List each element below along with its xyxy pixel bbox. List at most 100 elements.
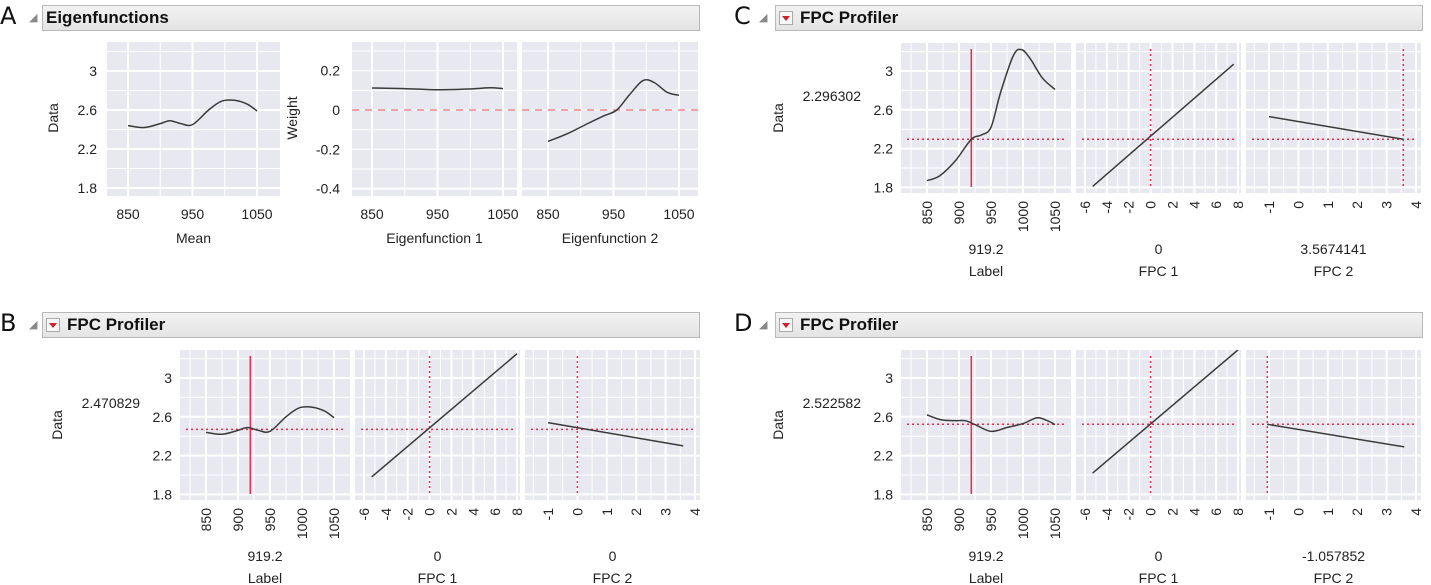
x-tick-label: 8 bbox=[1230, 201, 1246, 209]
mean-plot: 850 950 1050 Mean bbox=[107, 42, 280, 246]
x-tick-label: 2 bbox=[628, 508, 644, 516]
y-tick-label: 1.8 bbox=[153, 486, 173, 502]
profiler-d-fpc-2-plot: -1 0 1 2 3 4 -1.057852 FPC 2 bbox=[1246, 350, 1424, 585]
plot-background bbox=[522, 42, 698, 196]
fpc-profiler-header-c[interactable]: FPC Profiler bbox=[775, 5, 1423, 31]
current-setting-value: -1.057852 bbox=[1302, 548, 1365, 564]
x-tick-label: 8 bbox=[1230, 508, 1246, 516]
header-title: FPC Profiler bbox=[67, 315, 166, 334]
x-tick-label: 850 bbox=[919, 201, 935, 225]
profiler-c-fpc-2-plot: -1 0 1 2 3 4 3.5674141 FPC 2 bbox=[1246, 43, 1424, 279]
x-tick-label: -6 bbox=[1077, 201, 1093, 214]
y-axis-title: Weight bbox=[284, 96, 300, 139]
y-tick-label: 3 bbox=[89, 63, 97, 79]
x-axis-title: Eigenfunction 1 bbox=[386, 230, 483, 246]
x-tick-label: 1050 bbox=[663, 206, 694, 222]
x-tick-label: 3 bbox=[658, 508, 674, 516]
panel-letter-a: A bbox=[0, 2, 17, 30]
x-tick-label: 950 bbox=[983, 201, 999, 225]
current-setting-value: 0 bbox=[434, 548, 442, 564]
profiler-b-label-plot: 850 900 950 1000 1050 919.2 Label bbox=[180, 350, 350, 585]
x-tick-label: 0 bbox=[422, 508, 438, 516]
series-line bbox=[205, 406, 335, 436]
x-tick-label: -4 bbox=[1099, 508, 1115, 521]
x-tick-label: 900 bbox=[230, 508, 246, 532]
y-tick-label: 2.2 bbox=[874, 448, 894, 464]
x-tick-label: 1050 bbox=[487, 206, 518, 222]
plot-area bbox=[907, 356, 1065, 494]
disclosure-triangle-icon[interactable]: ◢ bbox=[29, 319, 38, 331]
red-triangle-menu-icon[interactable] bbox=[46, 318, 60, 332]
current-response-value: 2.522582 bbox=[803, 395, 862, 411]
fpc-profiler-header-d[interactable]: FPC Profiler bbox=[775, 312, 1423, 338]
header-title: Eigenfunctions bbox=[46, 8, 169, 27]
panel-letter-c: C bbox=[734, 2, 751, 30]
plot-area bbox=[361, 353, 518, 494]
x-tick-label: 2 bbox=[1164, 201, 1180, 209]
y-axis-title: Data bbox=[49, 410, 65, 440]
y-tick-label: 2.6 bbox=[874, 102, 894, 118]
x-tick-label: 4 bbox=[1186, 508, 1202, 516]
x-axis-title: FPC 2 bbox=[593, 570, 633, 585]
x-tick-label: -4 bbox=[1099, 201, 1115, 214]
x-tick-label: 3 bbox=[1379, 508, 1395, 516]
x-tick-label: 900 bbox=[951, 508, 967, 532]
x-tick-label: 850 bbox=[198, 508, 214, 532]
x-axis-title: Label bbox=[969, 263, 1003, 279]
y-tick-label: 3 bbox=[164, 370, 172, 386]
x-tick-label: 6 bbox=[1208, 508, 1224, 516]
series-line bbox=[547, 421, 684, 447]
series-line bbox=[547, 78, 680, 143]
x-tick-label: -2 bbox=[1121, 201, 1137, 214]
x-tick-label: 1050 bbox=[326, 508, 342, 539]
profiler-d-label-plot: 850 900 950 1000 1050 919.2 Label bbox=[901, 350, 1071, 585]
x-axis-title: FPC 1 bbox=[1139, 263, 1179, 279]
current-setting-value: 0 bbox=[1155, 241, 1163, 257]
current-setting-value: 3.5674141 bbox=[1300, 241, 1366, 257]
x-axis-title: Label bbox=[248, 570, 282, 585]
plot-area bbox=[907, 48, 1065, 187]
x-tick-label: 950 bbox=[262, 508, 278, 532]
y-tick-label: 2.2 bbox=[874, 141, 894, 157]
red-triangle-menu-icon[interactable] bbox=[779, 11, 793, 25]
current-setting-value: 0 bbox=[1155, 548, 1163, 564]
panel-letter-b: B bbox=[0, 309, 17, 337]
y-tick-label: 0.2 bbox=[321, 63, 341, 79]
fpc-profiler-header-b[interactable]: FPC Profiler bbox=[42, 312, 700, 338]
x-tick-label: 950 bbox=[602, 206, 626, 222]
disclosure-triangle-icon[interactable]: ◢ bbox=[29, 12, 38, 24]
disclosure-triangle-icon[interactable]: ◢ bbox=[759, 319, 768, 331]
y-tick-label: 1.8 bbox=[78, 180, 98, 196]
x-tick-label: 850 bbox=[919, 508, 935, 532]
x-tick-label: 2 bbox=[443, 508, 459, 516]
current-setting-value: 919.2 bbox=[247, 548, 282, 564]
x-tick-label: 1 bbox=[599, 508, 615, 516]
series-line bbox=[1267, 423, 1405, 448]
x-tick-label: -1 bbox=[540, 508, 556, 521]
y-tick-label: -0.4 bbox=[316, 181, 340, 197]
eigenfunctions-header[interactable]: Eigenfunctions bbox=[42, 5, 700, 31]
x-tick-label: 850 bbox=[116, 206, 140, 222]
x-tick-label: 6 bbox=[487, 508, 503, 516]
x-tick-label: 850 bbox=[360, 206, 384, 222]
x-tick-label: -4 bbox=[378, 508, 394, 521]
x-tick-label: 2 bbox=[1349, 201, 1365, 209]
plot-area bbox=[522, 78, 698, 143]
x-tick-label: 4 bbox=[465, 508, 481, 516]
red-triangle-menu-icon[interactable] bbox=[779, 318, 793, 332]
plot-background bbox=[352, 42, 517, 196]
disclosure-triangle-icon[interactable]: ◢ bbox=[759, 12, 768, 24]
x-tick-label: 950 bbox=[426, 206, 450, 222]
plot-area bbox=[186, 356, 344, 494]
y-tick-label: 3 bbox=[885, 63, 893, 79]
x-tick-label: 4 bbox=[687, 508, 703, 516]
x-tick-label: -6 bbox=[356, 508, 372, 521]
y-axis-title: Data bbox=[770, 103, 786, 133]
x-tick-label: -6 bbox=[1077, 508, 1093, 521]
y-tick-label: 2.2 bbox=[153, 448, 173, 464]
x-axis-title: FPC 1 bbox=[418, 570, 458, 585]
y-axis-title: Data bbox=[45, 103, 61, 133]
